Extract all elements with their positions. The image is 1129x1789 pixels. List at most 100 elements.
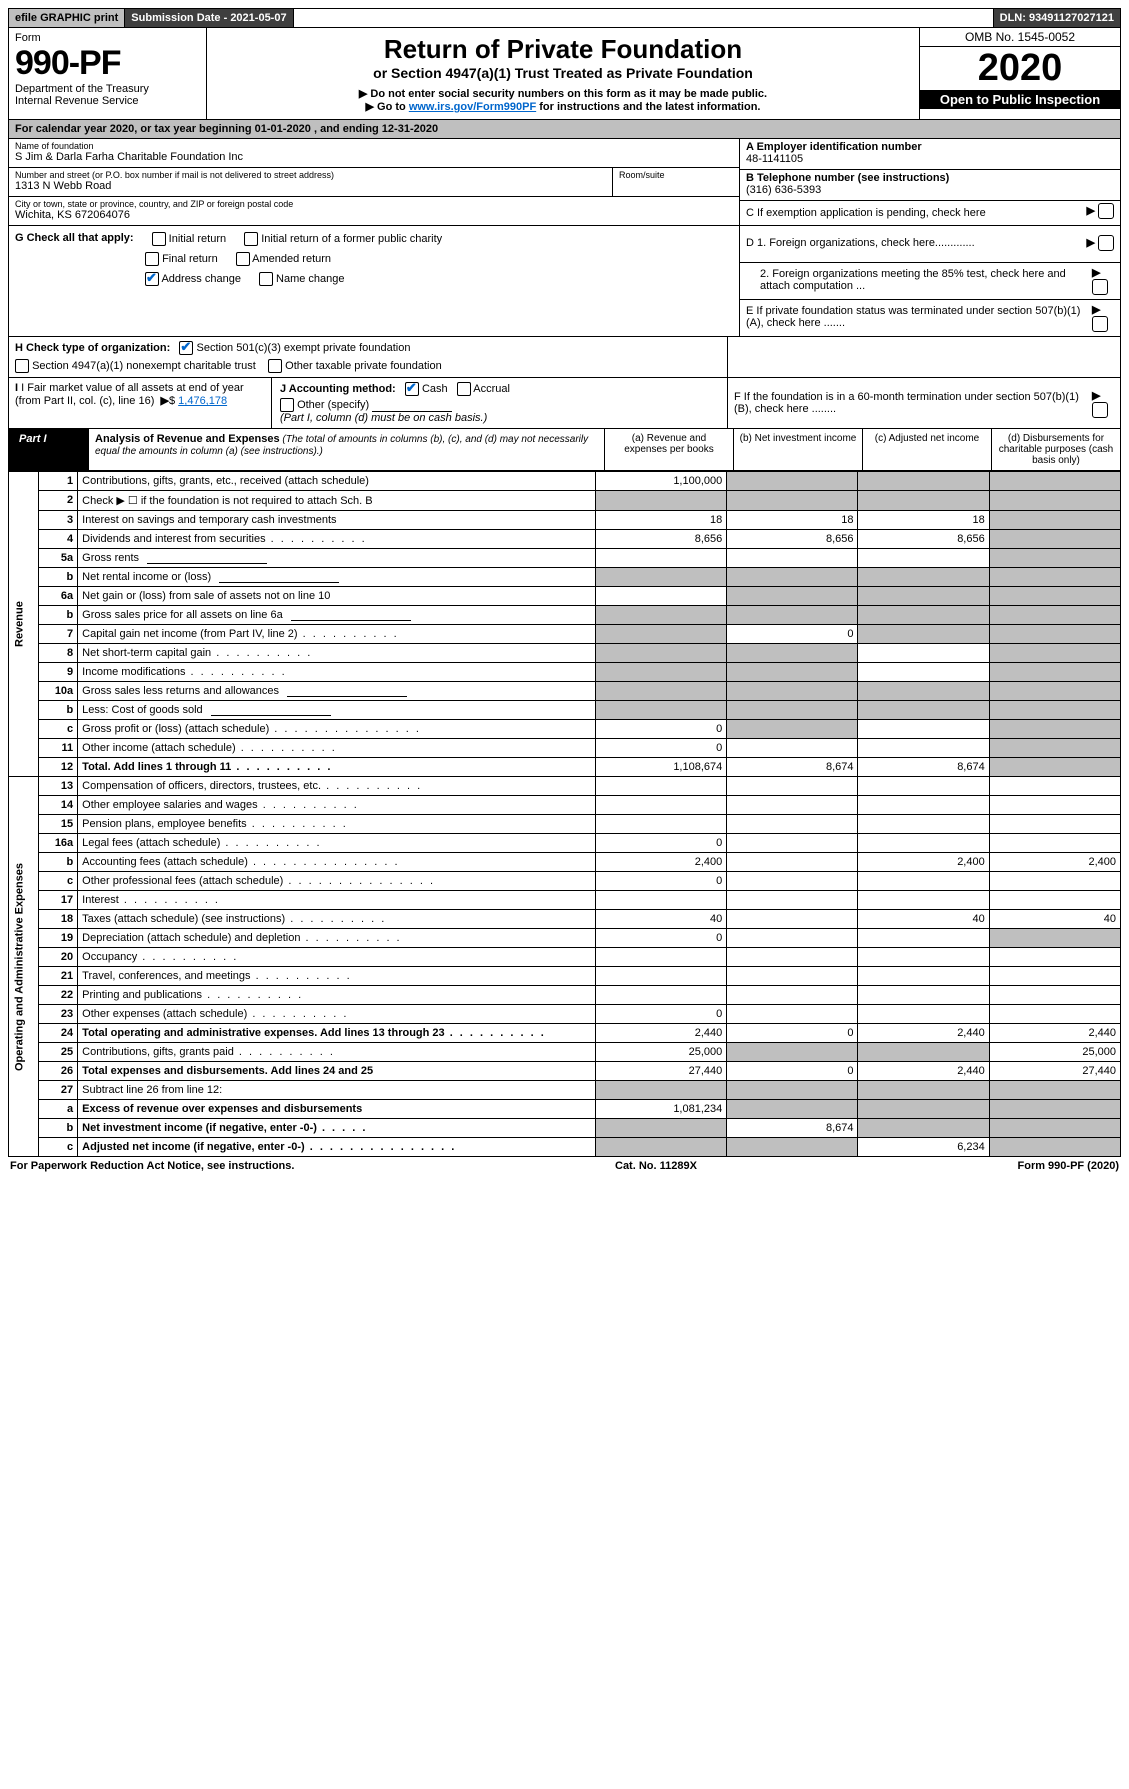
ein-cell: A Employer identification number 48-1141… [740,139,1120,170]
d1-checkbox[interactable] [1098,235,1114,251]
identity-left: Name of foundation S Jim & Darla Farha C… [9,139,739,225]
value-cell [858,644,989,663]
table-row: bNet rental income or (loss) [9,568,1121,587]
identity-block: Name of foundation S Jim & Darla Farha C… [8,139,1121,226]
line-desc: Depreciation (attach schedule) and deple… [78,929,596,948]
value-cell: 0 [596,929,727,948]
value-cell [989,948,1120,967]
value-cell: 8,656 [727,530,858,549]
value-cell [989,587,1120,606]
name-change-checkbox[interactable] [259,272,273,286]
line-desc: Travel, conferences, and meetings [78,967,596,986]
value-cell: 0 [727,625,858,644]
value-cell [596,587,727,606]
value-cell [727,663,858,682]
line-desc: Net gain or (loss) from sale of assets n… [78,587,596,606]
line-number: c [38,1138,78,1157]
efile-button[interactable]: efile GRAPHIC print [9,9,125,27]
note2-post: for instructions and the latest informat… [536,101,760,113]
value-cell [596,948,727,967]
line-desc: Net investment income (if negative, ente… [78,1119,596,1138]
value-cell [727,872,858,891]
value-cell [727,682,858,701]
g-label: G Check all that apply: [15,232,134,246]
value-cell [989,815,1120,834]
value-cell [989,472,1120,491]
line-desc: Excess of revenue over expenses and disb… [78,1100,596,1119]
value-cell: 2,440 [858,1062,989,1081]
irs-link[interactable]: www.irs.gov/Form990PF [409,101,536,113]
value-cell [989,491,1120,511]
table-row: bGross sales price for all assets on lin… [9,606,1121,625]
f-checkbox[interactable] [1092,402,1108,418]
value-cell [858,929,989,948]
footer-mid: Cat. No. 11289X [615,1160,697,1172]
d2-row: 2. Foreign organizations meeting the 85%… [740,263,1120,300]
value-cell [727,986,858,1005]
value-cell [727,739,858,758]
amended-checkbox[interactable] [236,252,250,266]
d-block: D 1. Foreign organizations, check here..… [739,226,1120,336]
cash-label: Cash [422,383,448,395]
table-row: Revenue1Contributions, gifts, grants, et… [9,472,1121,491]
c-checkbox[interactable] [1098,203,1114,219]
omb: OMB No. 1545-0052 [920,28,1120,47]
value-cell [858,872,989,891]
value-cell [727,1100,858,1119]
value-cell: 0 [727,1062,858,1081]
col-a-head: (a) Revenue and expenses per books [604,429,733,470]
d2-checkbox[interactable] [1092,279,1108,295]
line-desc: Other income (attach schedule) [78,739,596,758]
accrual-checkbox[interactable] [457,382,471,396]
submission-date: Submission Date - 2021-05-07 [125,9,293,27]
line-number: b [38,606,78,625]
accrual-label: Accrual [473,383,510,395]
value-cell [727,1081,858,1100]
line-desc: Capital gain net income (from Part IV, l… [78,625,596,644]
value-cell: 1,081,234 [596,1100,727,1119]
value-cell [596,701,727,720]
foundation-name: S Jim & Darla Farha Charitable Foundatio… [15,151,733,163]
initial-return-checkbox[interactable] [152,232,166,246]
part1-table: Revenue1Contributions, gifts, grants, et… [8,471,1121,1157]
table-row: cGross profit or (loss) (attach schedule… [9,720,1121,739]
s4947-checkbox[interactable] [15,359,29,373]
value-cell: 1,100,000 [596,472,727,491]
arrow-icon: ▶ [1086,203,1114,219]
value-cell: 8,656 [858,530,989,549]
line-desc: Other expenses (attach schedule) [78,1005,596,1024]
value-cell [858,606,989,625]
value-cell [596,967,727,986]
value-cell [596,815,727,834]
value-cell [858,1043,989,1062]
value-cell [596,549,727,568]
value-cell [989,1138,1120,1157]
other-tax-checkbox[interactable] [268,359,282,373]
value-cell [989,701,1120,720]
header-center: Return of Private Foundation or Section … [207,28,919,119]
address-change-checkbox[interactable] [145,272,159,286]
value-cell [727,549,858,568]
footer-right: Form 990-PF (2020) [1018,1160,1119,1172]
form-title: Return of Private Foundation [213,34,913,65]
final-return-checkbox[interactable] [145,252,159,266]
value-cell [989,967,1120,986]
e-label: E If private foundation status was termi… [746,305,1092,329]
d1-label: D 1. Foreign organizations, check here..… [746,237,975,249]
i-value[interactable]: 1,476,178 [178,395,227,407]
header-left: Form 990-PF Department of the Treasury I… [9,28,207,119]
name-change-label: Name change [276,273,345,285]
table-row: 24Total operating and administrative exp… [9,1024,1121,1043]
value-cell [727,948,858,967]
value-cell: 25,000 [989,1043,1120,1062]
e-row: E If private foundation status was termi… [740,300,1120,336]
initial-pc-checkbox[interactable] [244,232,258,246]
cash-checkbox[interactable] [405,382,419,396]
value-cell [989,834,1120,853]
line-desc: Taxes (attach schedule) (see instruction… [78,910,596,929]
s501-checkbox[interactable] [179,341,193,355]
line-number: 6a [38,587,78,606]
e-checkbox[interactable] [1092,316,1108,332]
tax-year: 2020 [920,47,1120,90]
other-method-checkbox[interactable] [280,398,294,412]
